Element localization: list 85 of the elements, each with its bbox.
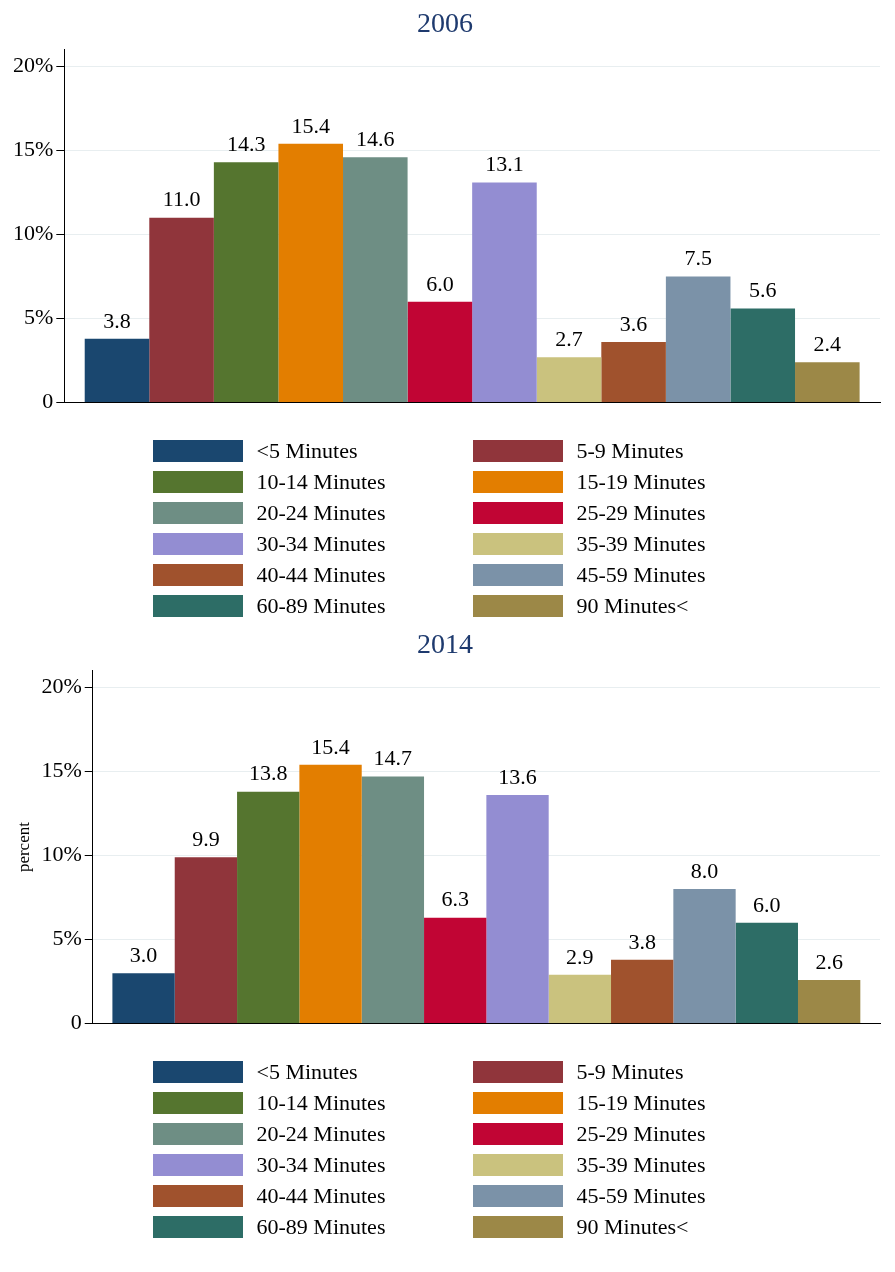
- bar: [673, 889, 736, 1024]
- data-label: 13.6: [498, 763, 537, 789]
- data-label: 14.6: [356, 125, 395, 151]
- legend-label: 5-9 Minutes: [576, 437, 684, 464]
- legend-label: 5-9 Minutes: [576, 1058, 684, 1085]
- data-label: 6.0: [753, 891, 781, 917]
- legend-label: 60-89 Minutes: [256, 592, 386, 619]
- legend-label: 20-24 Minutes: [256, 499, 386, 526]
- legend-label: 45-59 Minutes: [576, 1182, 706, 1209]
- data-label: 2.9: [566, 943, 594, 969]
- bar: [730, 308, 796, 403]
- data-label: 5.6: [749, 277, 777, 303]
- bar: [278, 143, 344, 403]
- data-label: 3.6: [619, 310, 648, 336]
- data-label: 3.8: [103, 307, 131, 333]
- bar: [84, 338, 150, 403]
- legend-label: 90 Minutes<: [576, 1213, 689, 1240]
- legend-label: 10-14 Minutes: [256, 468, 386, 495]
- bar: [361, 776, 425, 1024]
- data-label: 13.8: [248, 760, 288, 786]
- data-label: 13.1: [485, 151, 524, 177]
- bar: [611, 959, 674, 1024]
- data-label: 14.3: [226, 131, 266, 157]
- bar: [601, 342, 666, 403]
- legend-label: 60-89 Minutes: [256, 1213, 386, 1240]
- legend-label: 10-14 Minutes: [256, 1089, 386, 1116]
- y-tick-label: 0: [70, 1009, 82, 1035]
- bar: [299, 764, 362, 1024]
- data-label: 14.7: [373, 745, 413, 771]
- data-label: 11.0: [162, 186, 201, 212]
- data-label: 2.6: [815, 948, 843, 974]
- legend-label: 40-44 Minutes: [256, 1182, 386, 1209]
- legend-label: 30-34 Minutes: [256, 1151, 386, 1178]
- y-tick-label: 5%: [24, 304, 54, 330]
- legend-label: 25-29 Minutes: [576, 1120, 706, 1147]
- legend-label: <5 Minutes: [256, 437, 358, 464]
- legend-label: 35-39 Minutes: [576, 1151, 706, 1178]
- y-tick-label: 15%: [13, 136, 54, 162]
- bar: [213, 162, 279, 403]
- y-tick-label: 20%: [13, 52, 54, 78]
- legend-label: <5 Minutes: [256, 1058, 358, 1085]
- legend-label: 90 Minutes<: [576, 592, 689, 619]
- data-label: 6.0: [426, 270, 454, 296]
- legend-label: 25-29 Minutes: [576, 499, 706, 526]
- data-label: 6.3: [441, 886, 469, 912]
- bar: [149, 217, 214, 403]
- bar: [665, 276, 731, 403]
- bar: [735, 922, 798, 1024]
- legend-label: 15-19 Minutes: [576, 468, 706, 495]
- chart-title: 2006: [417, 7, 473, 39]
- bar: [343, 157, 408, 403]
- legend-label: 35-39 Minutes: [576, 530, 706, 557]
- y-tick-label: 10%: [13, 220, 54, 246]
- legend-label: 15-19 Minutes: [576, 1089, 706, 1116]
- y-tick-label: 10%: [41, 841, 82, 867]
- bar: [536, 357, 602, 403]
- data-label: 15.4: [311, 733, 350, 759]
- bar: [472, 182, 537, 403]
- data-label: 8.0: [690, 857, 719, 883]
- bar: [486, 794, 549, 1024]
- bar: [548, 974, 612, 1024]
- legend-label: 40-44 Minutes: [256, 561, 386, 588]
- bar: [112, 973, 175, 1024]
- bar: [237, 791, 300, 1024]
- legend-label: 20-24 Minutes: [256, 1120, 386, 1147]
- data-label: 3.0: [129, 941, 158, 967]
- chart-title: 2014: [417, 628, 473, 660]
- legend-label: 30-34 Minutes: [256, 530, 386, 557]
- data-label: 3.8: [628, 928, 656, 954]
- legend-label: 45-59 Minutes: [576, 561, 706, 588]
- bar: [795, 362, 860, 403]
- bar: [174, 857, 238, 1024]
- bar: [407, 301, 473, 403]
- data-label: 2.7: [555, 326, 583, 351]
- y-tick-label: 20%: [41, 673, 82, 699]
- data-label: 7.5: [684, 245, 712, 271]
- data-label: 15.4: [291, 112, 330, 138]
- y-axis-title: percent: [13, 821, 33, 873]
- bar: [424, 917, 487, 1024]
- y-tick-label: 5%: [52, 925, 82, 951]
- y-tick-label: 15%: [41, 757, 82, 783]
- data-label: 9.9: [192, 825, 220, 851]
- y-tick-label: 0: [42, 388, 54, 414]
- data-label: 2.4: [813, 331, 842, 357]
- bar: [797, 979, 861, 1024]
